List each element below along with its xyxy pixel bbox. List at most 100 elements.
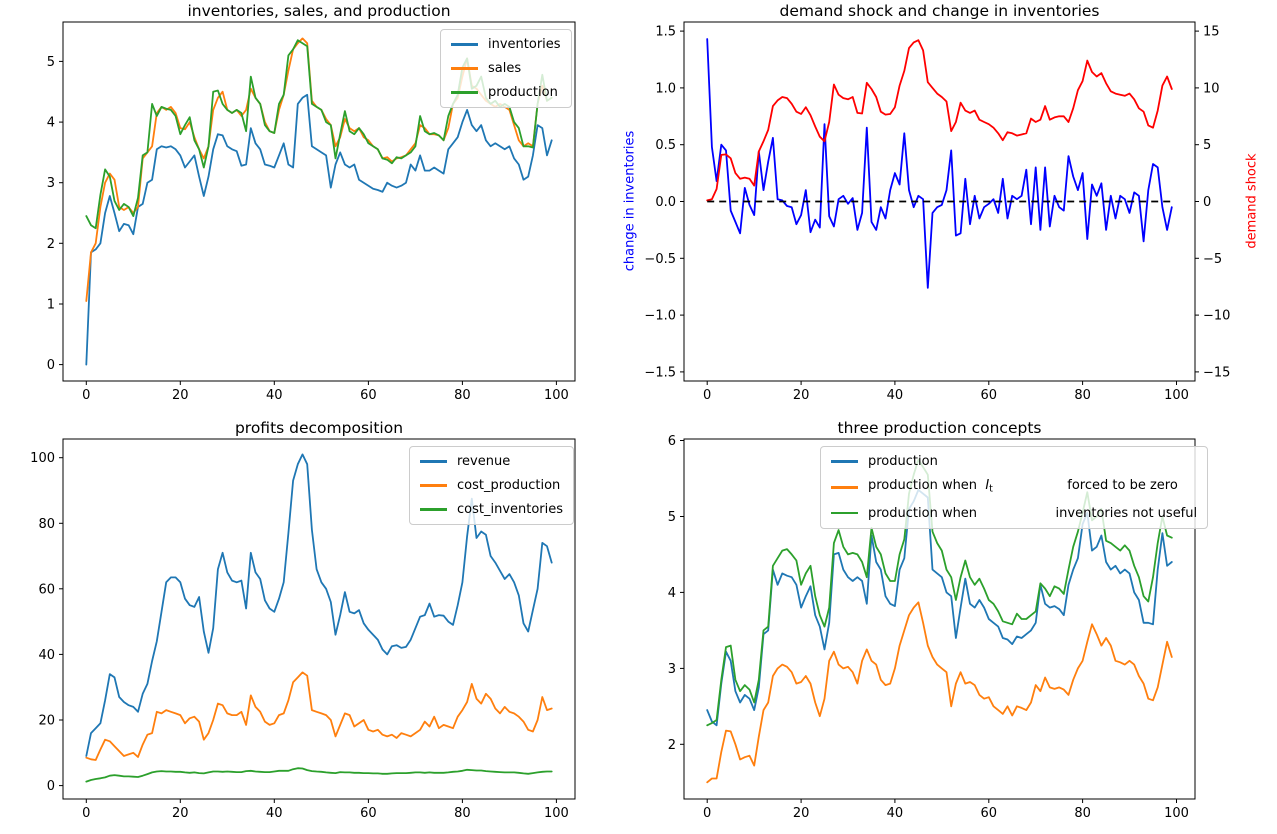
- x-tick-label: 20: [793, 806, 810, 821]
- ylabel-left: change in inventories: [622, 130, 638, 272]
- legend: inventories sales production: [440, 29, 572, 108]
- y-tick-label: 0: [47, 779, 55, 794]
- y-tick-label-right: −5: [1203, 252, 1222, 267]
- legend-line-swatch: [420, 508, 447, 511]
- subplot-title-profits-decomposition: profits decomposition: [234, 419, 404, 437]
- subplot-title-inventories-sales-production: inventories, sales, and production: [187, 2, 451, 20]
- y-tick-label: −0.5: [644, 252, 676, 267]
- legend: revenue cost_production cost_inventories: [409, 446, 575, 525]
- subplot-title-demand-shock: demand shock and change in inventories: [779, 2, 1100, 20]
- series-inventories: [85, 93, 553, 366]
- axes-frame: [683, 438, 1196, 800]
- y-tick-label: 2: [668, 738, 676, 753]
- legend-line-swatch: [831, 460, 858, 463]
- y-tick-label-right: −15: [1203, 365, 1230, 380]
- x-tick-label: 100: [544, 388, 569, 403]
- series-cost_production: [85, 671, 553, 761]
- legend-line-swatch: [831, 485, 858, 489]
- ylabel-right: demand shock: [1244, 153, 1260, 249]
- y-tick-label: 5: [668, 510, 676, 525]
- y-tick-label: 3: [47, 176, 55, 191]
- y-tick-label: 0: [47, 358, 55, 373]
- x-tick-label: 60: [360, 806, 377, 821]
- y-tick-label-right: 0: [1203, 195, 1211, 210]
- legend-label: production: [488, 85, 558, 100]
- x-tick-label: 0: [703, 806, 711, 821]
- x-tick-label: 0: [82, 806, 90, 821]
- series-production-when-it-forced-to-be-zero: [706, 601, 1173, 784]
- series-demand-shock: [706, 39, 1173, 202]
- y-tick-label: −1.5: [644, 365, 676, 380]
- legend-label: revenue: [457, 454, 511, 469]
- y-tick-label: 20: [38, 714, 55, 729]
- legend-item: cost_inventories: [420, 501, 563, 518]
- y-tick-label: 0.0: [655, 195, 676, 210]
- y-tick-label: 6: [668, 434, 676, 449]
- legend-line-swatch: [451, 91, 478, 94]
- x-tick-label: 60: [981, 388, 998, 403]
- x-tick-label: 40: [266, 388, 283, 403]
- x-tick-label: 80: [1074, 388, 1091, 403]
- x-tick-label: 40: [887, 806, 904, 821]
- legend-label: inventories: [488, 37, 561, 52]
- legend-item: sales: [451, 60, 561, 77]
- y-tick-label: 2: [47, 237, 55, 252]
- legend: production production when It forced to b…: [820, 446, 1209, 529]
- legend-item: production: [831, 453, 1197, 470]
- axes-frame: [62, 21, 576, 382]
- y-tick-label: 60: [38, 582, 55, 597]
- x-tick-label: 20: [172, 806, 189, 821]
- x-tick-label: 40: [887, 388, 904, 403]
- legend-line-swatch: [451, 43, 478, 46]
- y-tick-label: 3: [668, 662, 676, 677]
- legend-item: revenue: [420, 453, 563, 470]
- y-tick-label: 80: [38, 517, 55, 532]
- y-tick-label: 1: [47, 298, 55, 313]
- subplot-title-three-production-concepts: three production concepts: [837, 419, 1042, 437]
- legend-line-swatch: [420, 484, 447, 487]
- legend-label: sales: [488, 61, 522, 76]
- y-tick-label: 4: [47, 116, 55, 131]
- y-tick-label: 1.5: [655, 25, 676, 40]
- legend-label: cost_production: [457, 478, 561, 493]
- y-tick-label-right: 15: [1203, 25, 1220, 40]
- y-tick-label: 4: [668, 586, 676, 601]
- legend-line-swatch: [831, 511, 858, 515]
- x-tick-label: 20: [172, 388, 189, 403]
- legend-item: production when It forced to be zero: [831, 477, 1197, 498]
- y-tick-label: 100: [30, 451, 55, 466]
- legend-label: cost_inventories: [457, 502, 564, 517]
- x-tick-label: 60: [981, 806, 998, 821]
- x-tick-label: 20: [793, 388, 810, 403]
- x-tick-label: 80: [1074, 806, 1091, 821]
- y-tick-label: 0.5: [655, 138, 676, 153]
- y-tick-label: 5: [47, 55, 55, 70]
- axes-frame: [62, 438, 576, 800]
- x-tick-label: 0: [82, 388, 90, 403]
- legend-label: production when inventories not useful: [868, 505, 1198, 521]
- y-tick-label: −1.0: [644, 309, 676, 324]
- legend-item: production: [451, 84, 561, 101]
- legend-label: production: [868, 454, 938, 469]
- series-cost_inventories: [85, 767, 553, 783]
- series-production: [706, 488, 1173, 727]
- x-tick-label: 0: [703, 388, 711, 403]
- x-tick-label: 80: [454, 806, 471, 821]
- x-tick-label: 40: [266, 806, 283, 821]
- y-tick-label-right: 10: [1203, 81, 1220, 96]
- y-tick-label-right: −10: [1203, 309, 1230, 324]
- y-tick-label: 40: [38, 648, 55, 663]
- legend-line-swatch: [451, 67, 478, 70]
- y-tick-label: 1.0: [655, 81, 676, 96]
- legend-item: production when inventories not useful: [831, 505, 1197, 522]
- legend-line-swatch: [420, 460, 447, 463]
- x-tick-label: 60: [360, 388, 377, 403]
- legend-item: cost_production: [420, 477, 563, 494]
- x-tick-label: 100: [1164, 806, 1189, 821]
- y-tick-label-right: 5: [1203, 138, 1211, 153]
- series-change-in-inventories: [706, 38, 1173, 289]
- x-tick-label: 80: [454, 388, 471, 403]
- x-tick-label: 100: [1164, 388, 1189, 403]
